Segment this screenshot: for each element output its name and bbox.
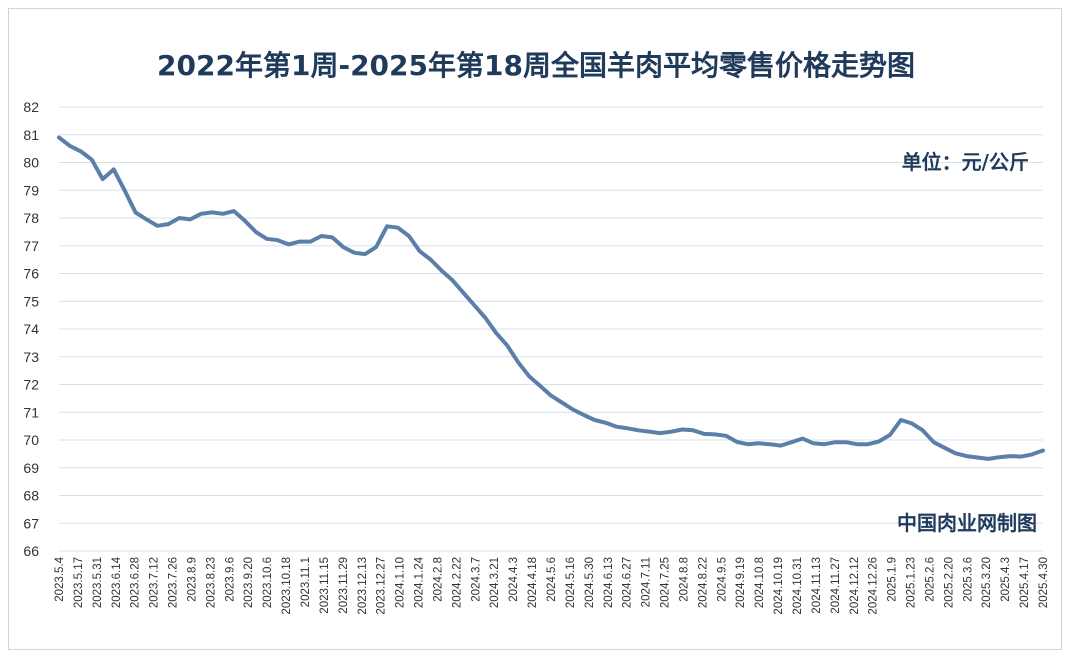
x-tick-label: 2025.1.23 — [906, 557, 918, 608]
x-tick-label: 2024.10.31 — [792, 557, 804, 615]
y-tick-label: 76 — [23, 266, 39, 282]
x-tick-label: 2024.8.22 — [697, 557, 709, 608]
x-tick-label: 2025.2.20 — [943, 557, 955, 608]
line-chart: 2022年第1周-2025年第18周全国羊肉平均零售价格走势图 66 67 68 69… — [23, 49, 1050, 615]
x-tick-label: 2024.4.18 — [527, 557, 539, 608]
x-tick-label: 2025.4.3 — [1000, 557, 1012, 602]
y-tick-label: 71 — [23, 404, 39, 420]
x-tick-label: 2025.3.20 — [981, 557, 993, 608]
x-tick-label: 2023.5.4 — [54, 556, 66, 601]
grid-lines — [59, 106, 1043, 552]
y-axis-ticks: 66 67 68 69 70 71 72 73 74 75 76 77 78 79 80 81 82 — [23, 99, 39, 559]
x-tick-label: 2024.7.11 — [641, 557, 653, 607]
x-tick-label: 2023.11.1 — [300, 557, 312, 607]
x-tick-label: 2023.10.6 — [262, 557, 274, 608]
y-tick-label: 68 — [23, 488, 39, 504]
x-tick-label: 2024.1.24 — [414, 556, 426, 608]
y-tick-label: 69 — [23, 460, 39, 476]
source-note: 中国肉业网制图 — [897, 511, 1037, 535]
y-tick-label: 81 — [23, 127, 39, 143]
y-tick-label: 66 — [23, 543, 39, 559]
x-tick-label: 2024.11.13 — [811, 557, 823, 614]
x-tick-label: 2024.10.8 — [754, 557, 766, 608]
x-tick-label: 2023.9.6 — [224, 557, 236, 602]
y-tick-label: 78 — [23, 210, 39, 226]
x-tick-label: 2024.2.8 — [432, 557, 444, 602]
x-tick-label: 2024.1.10 — [395, 557, 407, 608]
x-tick-label: 2023.9.20 — [243, 557, 255, 608]
x-tick-label: 2024.9.19 — [735, 557, 747, 608]
x-tick-label: 2024.5.30 — [584, 557, 596, 608]
x-tick-label: 2024.9.5 — [716, 557, 728, 602]
x-tick-label: 2024.5.16 — [565, 557, 577, 608]
series-line — [57, 135, 1045, 461]
chart-title: 2022年第1周-2025年第18周全国羊肉平均零售价格走势图 — [157, 49, 915, 82]
x-tick-label: 2024.5.6 — [546, 557, 558, 602]
x-tick-label: 2023.8.9 — [186, 557, 198, 602]
y-tick-label: 77 — [23, 238, 39, 254]
x-tick-label: 2024.4.3 — [508, 557, 520, 602]
x-tick-label: 2024.7.25 — [660, 557, 672, 608]
x-tick-label: 2023.7.26 — [168, 557, 180, 608]
x-tick-label: 2023.12.13 — [357, 557, 369, 615]
x-tick-label: 2023.10.18 — [281, 557, 293, 615]
x-tick-label: 2024.6.13 — [603, 557, 615, 608]
unit-note: 单位：元/公斤 — [902, 150, 1029, 174]
y-tick-label: 79 — [23, 182, 39, 198]
x-tick-label: 2025.3.6 — [962, 557, 974, 602]
x-tick-label: 2023.6.28 — [130, 557, 142, 608]
x-tick-label: 2025.1.9 — [887, 557, 899, 602]
y-tick-label: 73 — [23, 349, 39, 365]
x-tick-label: 2023.7.12 — [149, 557, 161, 608]
y-tick-label: 67 — [23, 515, 39, 531]
x-tick-label: 2023.12.27 — [376, 557, 388, 615]
x-tick-label: 2023.11.29 — [338, 557, 350, 614]
x-tick-label: 2024.2.22 — [451, 557, 463, 608]
x-tick-label: 2024.12.12 — [849, 557, 861, 615]
x-tick-label: 2024.3.21 — [489, 557, 501, 608]
x-tick-label: 2024.8.8 — [678, 557, 690, 602]
y-tick-label: 72 — [23, 377, 39, 393]
x-tick-label: 2025.4.17 — [1019, 557, 1031, 608]
y-tick-label: 80 — [23, 155, 39, 171]
x-tick-label: 2023.5.31 — [92, 557, 104, 608]
x-tick-label: 2025.2.6 — [924, 557, 936, 602]
x-tick-label: 2024.6.27 — [622, 557, 634, 608]
x-tick-label: 2024.3.7 — [470, 557, 482, 602]
y-tick-label: 74 — [23, 321, 39, 337]
x-tick-label: 2023.5.17 — [73, 557, 85, 608]
x-tick-label: 2023.6.14 — [111, 556, 123, 608]
x-tick-label: 2023.11.15 — [319, 557, 331, 614]
x-tick-label: 2024.10.19 — [773, 557, 785, 615]
y-tick-label: 70 — [23, 432, 39, 448]
x-tick-label: 2024.12.26 — [868, 557, 880, 615]
x-tick-label: 2024.11.27 — [830, 557, 842, 614]
x-tick-label: 2025.4.30 — [1038, 557, 1050, 608]
x-tick-label: 2023.8.23 — [205, 557, 217, 608]
y-tick-label: 82 — [23, 99, 39, 115]
x-axis-ticks: 2023.5.4 2023.5.17 2023.5.31 2023.6.14 2023.… — [54, 556, 1050, 614]
y-tick-label: 75 — [23, 293, 39, 309]
chart-frame: 2022年第1周-2025年第18周全国羊肉平均零售价格走势图 66 67 68 69… — [8, 8, 1062, 650]
